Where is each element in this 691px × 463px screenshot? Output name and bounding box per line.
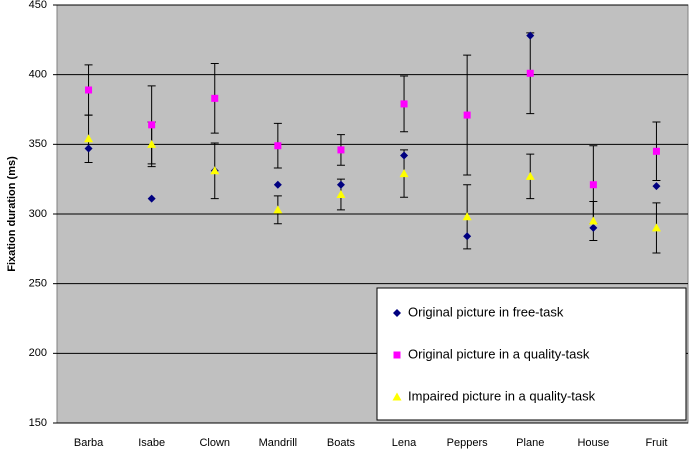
x-tick-label: Barba [74,437,104,449]
point [210,166,220,175]
point [336,180,345,189]
y-tick-label: 150 [29,417,47,429]
x-tick-label: Clown [199,437,230,449]
x-tick-label: Lena [392,437,417,449]
point [588,216,598,225]
point [336,189,346,198]
x-tick-label: Fruit [645,437,667,449]
y-tick-label: 300 [29,208,47,220]
legend-box [376,287,687,421]
point [85,86,93,94]
point [84,134,94,143]
legend-label: Impaired picture in a quality-task [408,388,596,403]
point [147,139,157,148]
y-tick-label: 350 [29,138,47,150]
point [393,351,401,359]
point [393,309,401,317]
point [526,31,535,40]
y-tick-label: 250 [29,278,47,290]
point [652,182,661,191]
point [463,111,471,119]
point [211,94,219,102]
legend-label: Original picture in free-task [408,304,564,319]
y-tick-label: 200 [29,347,47,359]
legend-label: Original picture in a quality-task [408,346,590,361]
point [147,194,156,203]
y-axis-title: Fixation duration (ms) [6,156,18,272]
x-tick-label: Peppers [447,437,488,449]
x-tick-label: House [577,437,609,449]
y-tick-label: 400 [29,69,47,81]
point [526,69,534,77]
point [273,205,283,214]
point [525,171,535,180]
point [589,181,597,189]
point [273,180,282,189]
point [462,212,472,221]
point [399,169,409,178]
point [337,146,345,154]
point [463,232,472,241]
point [400,151,409,160]
point [589,223,598,232]
x-tick-label: Mandrill [259,437,298,449]
point [652,147,660,155]
legend: Original picture in free-task Original pi… [376,287,687,421]
point [651,223,661,232]
point [84,144,93,153]
point [274,142,282,150]
x-tick-label: Plane [516,437,544,449]
point [400,100,408,108]
x-tick-label: Boats [327,437,356,449]
x-tick-label: Isabe [138,437,165,449]
point [392,392,402,401]
y-tick-label: 450 [29,0,47,11]
point [148,121,156,129]
